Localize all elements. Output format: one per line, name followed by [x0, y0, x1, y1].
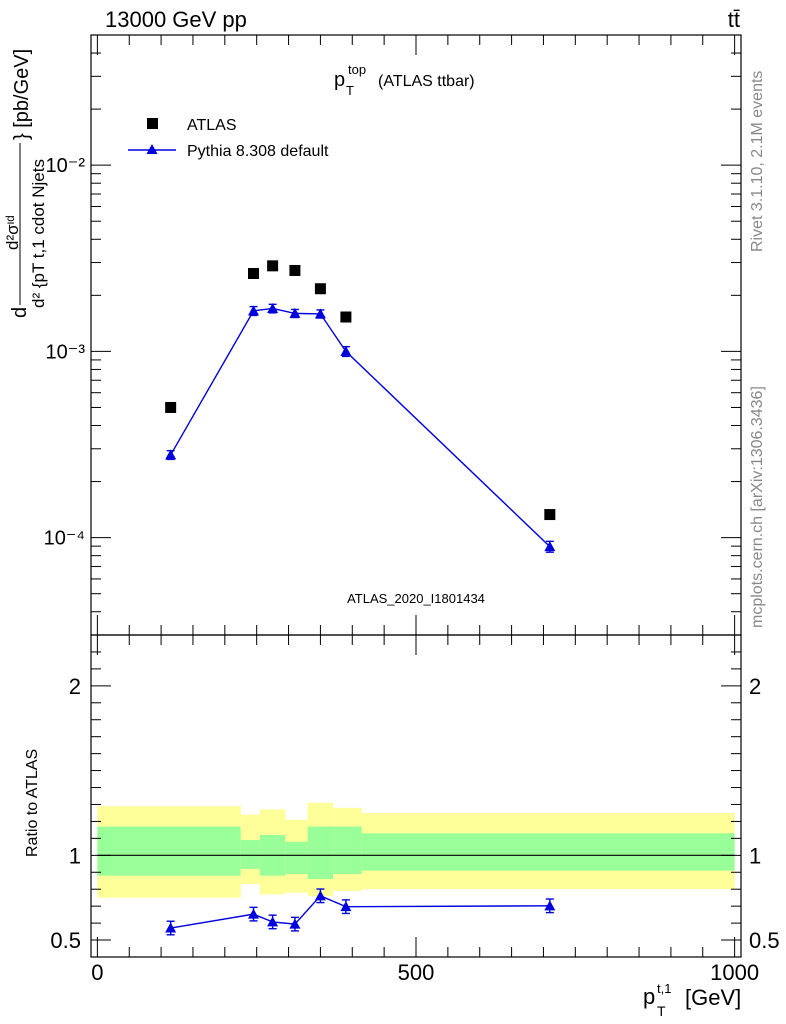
plot-title: p T top (ATLAS ttbar) [334, 62, 475, 98]
ratio-frame [90, 634, 742, 958]
ratio-data-point [314, 890, 326, 901]
x-tick-label: 500 [398, 960, 435, 985]
ratio-panel: 0.5 0.5 1 1 2 2 0 500 1000 Ratio to ATLAS p T t,… [24, 634, 780, 1019]
uncertainty-band-inner [240, 840, 260, 869]
title-main: p [334, 69, 345, 91]
ratio-data-point [544, 900, 556, 911]
main-y-axis-label: d d²σᶦᵈ d² {pT t,1 cdot Njets } [pb/GeV] [3, 49, 48, 318]
ratio-y-tick-label-right: 0.5 [749, 928, 780, 953]
y-tick-label: 10⁻² [46, 155, 86, 177]
x-label-main: p [643, 984, 655, 1009]
ratio-data-point [165, 922, 177, 933]
pythia-data-point [248, 305, 259, 316]
legend-atlas-marker [147, 118, 158, 129]
ratio-axes: 0.5 0.5 1 1 2 2 0 500 1000 [50, 634, 780, 985]
main-panel: 10⁻² 10⁻³ 10⁻⁴ p T top (ATLAS ttbar) ATLAS… [3, 34, 742, 636]
pythia-data-point [314, 308, 326, 319]
x-tick-label: 0 [91, 960, 103, 985]
atlas-data-point [340, 311, 352, 323]
title-sub: T [346, 83, 354, 98]
uncertainty-band-inner [361, 833, 735, 871]
x-label-unit: [GeV] [685, 985, 741, 1010]
y-label-denominator: d² {pT t,1 cdot Njets [29, 159, 48, 308]
y-tick-label: 10⁻³ [46, 341, 86, 363]
atlas-data-point [248, 267, 259, 279]
pythia-data-point [544, 541, 556, 552]
legend-pythia-marker [146, 144, 158, 154]
rivet-version-label: Rivet 3.1.10, 2.1M events [749, 71, 766, 252]
atlas-data-point [314, 283, 326, 295]
pythia-data-point [165, 449, 177, 460]
ratio-y-tick-label-right: 1 [749, 843, 761, 868]
y-label-d: d [9, 307, 31, 318]
title-sup: top [348, 62, 366, 77]
x-label-sub: T [657, 1003, 666, 1019]
title-rest: (ATLAS ttbar) [378, 73, 475, 90]
pythia-data-point [289, 307, 301, 318]
ratio-data-point [289, 918, 301, 929]
mcplots-label: mcplots.cern.ch [arXiv:1306.3436] [749, 386, 766, 628]
x-label-sup: t,1 [657, 981, 671, 996]
y-tick-label: 10⁻⁴ [44, 528, 85, 550]
ratio-y-tick-label: 0.5 [50, 928, 81, 953]
energy-label: 13000 GeV pp [105, 7, 247, 32]
atlas-data-point [289, 264, 301, 276]
ratio-data-point [340, 901, 352, 912]
atlas-data-point [267, 260, 279, 272]
x-tick-label: 1000 [710, 960, 759, 985]
uncertainty-band-inner [285, 841, 308, 874]
ratio-plot-area [97, 802, 735, 936]
uncertainty-band-inner [307, 826, 334, 880]
ratio-y-label: Ratio to ATLAS [24, 749, 41, 857]
ratio-line [170, 894, 550, 929]
pythia-data-point [340, 345, 352, 356]
main-plot-area [165, 260, 556, 553]
x-axis-label: p T t,1 [GeV] [643, 981, 741, 1019]
legend-pythia-label: Pythia 8.308 default [187, 143, 329, 160]
y-label-numerator: d²σᶦᵈ [3, 215, 22, 250]
y-label-unit: } [pb/GeV] [11, 49, 33, 140]
pythia-line [170, 307, 551, 548]
legend: ATLAS Pythia 8.308 default [128, 117, 329, 160]
atlas-data-point [544, 509, 556, 521]
ratio-y-tick-label-right: 2 [749, 674, 761, 699]
analysis-label: ATLAS_2020_I1801434 [347, 591, 485, 606]
atlas-data-point [165, 401, 177, 413]
ratio-y-tick-label: 2 [69, 674, 81, 699]
main-y-axis: 10⁻² 10⁻³ 10⁻⁴ [44, 34, 741, 636]
legend-atlas-label: ATLAS [187, 117, 237, 134]
uncertainty-band-inner [97, 826, 241, 876]
ratio-data-point [267, 916, 279, 927]
pythia-data-point [267, 302, 279, 313]
ratio-data-point [248, 908, 259, 919]
process-label: tt̄ [728, 7, 740, 32]
ratio-y-tick-label: 1 [69, 843, 81, 868]
uncertainty-band-inner [333, 826, 362, 874]
